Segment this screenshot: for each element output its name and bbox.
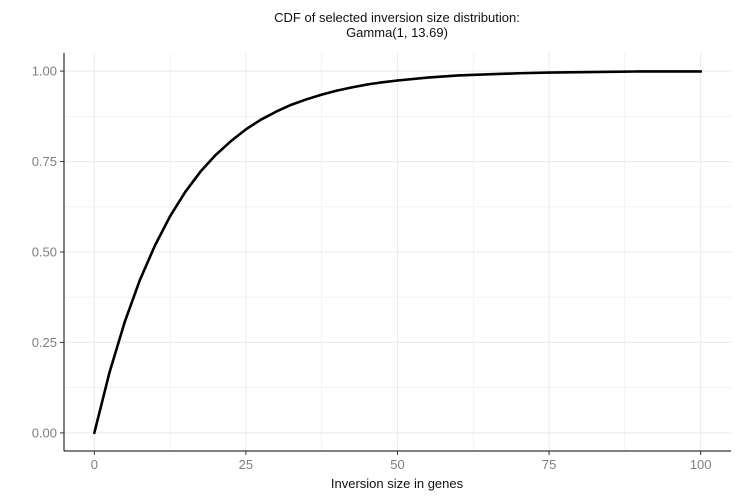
cdf-data-point	[350, 86, 354, 89]
cdf-data-point	[335, 89, 339, 92]
x-tick-label: 0	[91, 457, 98, 472]
cdf-data-point	[138, 279, 141, 282]
x-tick-label: 50	[390, 457, 404, 472]
cdf-data-point	[365, 83, 369, 86]
cdf-data-point	[123, 320, 126, 324]
cdf-data-point	[93, 431, 96, 435]
cdf-data-point	[578, 70, 581, 74]
y-tick-label: 0.00	[32, 425, 57, 440]
x-axis-title: Inversion size in genes	[331, 476, 464, 491]
cdf-data-point	[108, 371, 111, 374]
grid-lines	[64, 53, 731, 451]
data-series	[93, 70, 702, 435]
x-tick-label: 100	[690, 457, 712, 472]
cdf-data-point	[320, 93, 323, 96]
cdf-data-point	[244, 128, 248, 131]
cdf-data-point	[699, 70, 702, 73]
cdf-data-point	[199, 170, 202, 173]
cdf-data-point	[305, 98, 308, 101]
cdf-data-point	[547, 71, 551, 74]
cdf-data-point	[214, 153, 217, 157]
cdf-data-point	[456, 74, 460, 77]
cdf-data-point	[517, 72, 520, 75]
cdf-data-point	[275, 110, 278, 113]
y-tick-label: 0.25	[32, 335, 57, 350]
cdf-data-point	[168, 214, 172, 218]
chart-title-line-2: Gamma(1, 13.69)	[346, 25, 448, 40]
cdf-data-point	[153, 244, 157, 247]
x-tick-label: 25	[239, 457, 253, 472]
y-tick-label: 0.75	[32, 154, 57, 169]
cdf-data-point	[669, 70, 672, 73]
cdf-data-point	[396, 79, 399, 82]
chart-title-line-1: CDF of selected inversion size distribut…	[274, 10, 520, 25]
x-tick-label: 75	[542, 457, 556, 472]
cdf-data-point	[184, 190, 187, 194]
cdf-data-point	[487, 73, 490, 76]
cdf-data-point	[229, 140, 232, 143]
cdf-data-point	[381, 81, 384, 84]
cdf-data-point	[608, 70, 611, 74]
cdf-data-point	[290, 103, 293, 106]
tick-labels: 0 25 50 75 100 0.00 0.25 0.50 0.75 1.00	[32, 64, 712, 472]
cdf-data-point	[426, 76, 430, 79]
cdf-data-point	[638, 70, 642, 73]
axes	[60, 53, 731, 455]
y-tick-label: 0.50	[32, 245, 57, 260]
cdf-data-point	[259, 118, 263, 121]
y-tick-label: 1.00	[32, 64, 57, 79]
